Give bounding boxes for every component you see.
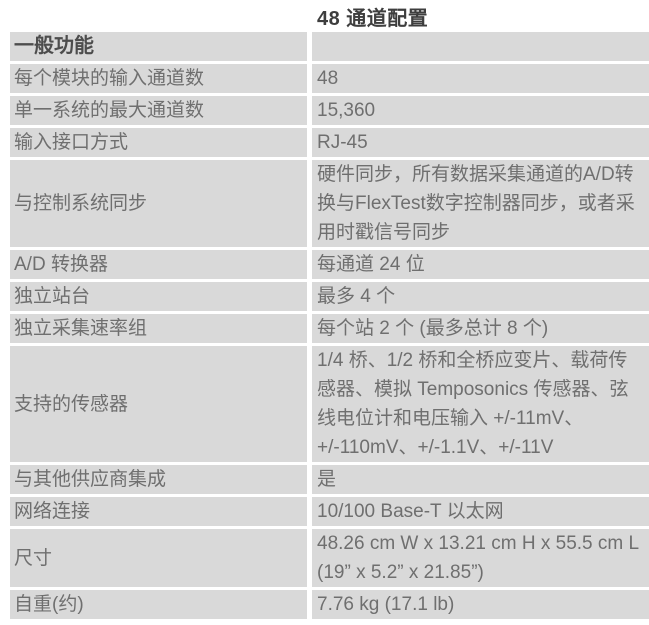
row-label: 每个模块的输入通道数	[10, 64, 307, 93]
row-value: 是	[312, 465, 649, 494]
row-label: 与其他供应商集成	[10, 465, 307, 494]
row-label: 独立采集速率组	[10, 314, 307, 343]
title-bar: 48 通道配置	[10, 0, 649, 32]
row-value: 10/100 Base-T 以太网	[312, 497, 649, 526]
row-label: 与控制系统同步	[10, 160, 307, 247]
spec-table: 一般功能 每个模块的输入通道数 48 单一系统的最大通道数 15,360 输入接…	[10, 32, 649, 619]
row-label: 独立站台	[10, 282, 307, 311]
row-value: 7.76 kg (17.1 lb)	[312, 590, 649, 619]
row-label: 自重(约)	[10, 590, 307, 619]
row-value: 硬件同步，所有数据采集通道的A/D转换与FlexTest数字控制器同步，或者采用…	[312, 160, 649, 247]
page-title: 48 通道配置	[317, 7, 429, 30]
row-label: 单一系统的最大通道数	[10, 96, 307, 125]
row-value: RJ-45	[312, 128, 649, 157]
row-value: 48.26 cm W x 13.21 cm H x 55.5 cm L (19”…	[312, 529, 649, 587]
row-value: 1/4 桥、1/2 桥和全桥应变片、载荷传感器、模拟 Temposonics 传…	[312, 346, 649, 462]
section-header-spacer-cell	[312, 32, 649, 61]
section-header-cell: 一般功能	[10, 32, 307, 61]
row-value: 每通道 24 位	[312, 250, 649, 279]
row-label: 网络连接	[10, 497, 307, 526]
row-label: 输入接口方式	[10, 128, 307, 157]
row-value: 48	[312, 64, 649, 93]
row-label: 尺寸	[10, 529, 307, 587]
row-value: 15,360	[312, 96, 649, 125]
row-value: 最多 4 个	[312, 282, 649, 311]
row-value: 每个站 2 个 (最多总计 8 个)	[312, 314, 649, 343]
row-label: A/D 转换器	[10, 250, 307, 279]
row-label: 支持的传感器	[10, 346, 307, 462]
